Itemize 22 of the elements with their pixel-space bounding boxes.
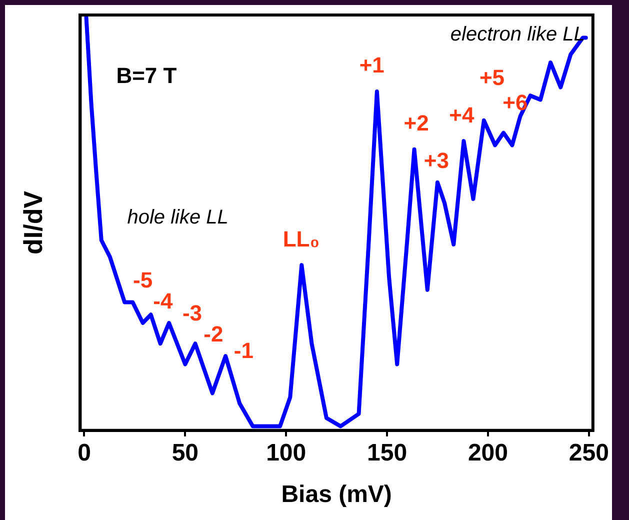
annotation: B=7 T (116, 63, 178, 88)
annotation: +1 (359, 52, 384, 78)
annotation: +5 (479, 65, 505, 90)
annotation: -2 (204, 321, 224, 346)
x-tick-label: 150 (367, 439, 408, 466)
annotation: LL₀ (282, 226, 320, 252)
annotation: +3 (424, 148, 450, 173)
x-tick-label: 200 (468, 439, 508, 466)
x-tick-label: 100 (266, 439, 306, 466)
annotation: -5 (132, 268, 153, 293)
annotation: -4 (153, 288, 174, 314)
annotation: electron like LL (450, 24, 585, 46)
x-tick-label: 0 (78, 439, 91, 466)
annotation: +2 (404, 110, 429, 136)
x-axis-title: Bias (mV) (281, 481, 392, 508)
x-tick-label: 50 (172, 439, 199, 466)
y-axis-title: dI/dV (18, 190, 48, 254)
x-tick-label: 250 (568, 439, 609, 466)
annotation: +4 (449, 102, 476, 128)
annotation: -1 (234, 338, 254, 363)
annotation: -3 (182, 300, 202, 326)
annotation: hole like LL (127, 206, 228, 229)
